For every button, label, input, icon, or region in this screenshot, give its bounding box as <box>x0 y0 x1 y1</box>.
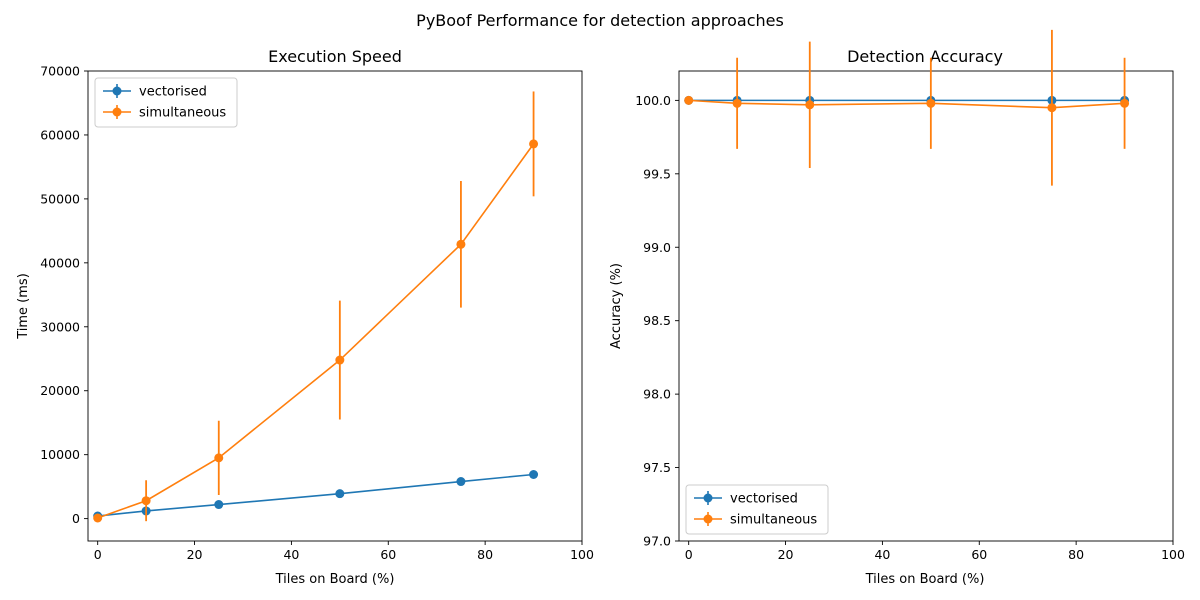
accuracy-simultaneous-line <box>688 99 1125 109</box>
accuracy-xtick-label: 40 <box>874 547 890 562</box>
speed-simultaneous-point <box>214 453 224 463</box>
accuracy-ytick-label: 99.0 <box>643 240 671 255</box>
speed-xtick-label: 80 <box>477 547 493 562</box>
accuracy-simultaneous-point <box>732 98 742 108</box>
speed-vectorised-point <box>214 500 224 510</box>
detection-accuracy-title: Detection Accuracy <box>847 47 1003 66</box>
speed-ytick-label: 30000 <box>40 319 80 334</box>
execution-speed-ylabel: Time (ms) <box>16 273 31 340</box>
speed-legend-simultaneous-marker <box>112 107 122 117</box>
speed-xtick-label: 0 <box>94 547 102 562</box>
speed-simultaneous-point <box>335 355 345 365</box>
accuracy-ytick-label: 99.5 <box>643 166 671 181</box>
speed-vectorised-point <box>529 469 539 479</box>
speed-xtick-label: 60 <box>380 547 396 562</box>
accuracy-ytick-label: 98.5 <box>643 313 671 328</box>
accuracy-simultaneous-point <box>926 98 936 108</box>
speed-vectorised-point <box>335 489 345 499</box>
speed-xtick-label: 20 <box>187 547 203 562</box>
accuracy-xtick-label: 60 <box>971 547 987 562</box>
execution-speed-xlabel: Tiles on Board (%) <box>275 572 395 587</box>
speed-xtick-label: 100 <box>570 547 594 562</box>
accuracy-legend-vectorised-label: vectorised <box>730 492 798 507</box>
detection-accuracy-xlabel: Tiles on Board (%) <box>865 572 985 587</box>
speed-legend-vectorised-label: vectorised <box>139 85 207 100</box>
accuracy-series-simultaneous <box>684 29 1130 186</box>
accuracy-xtick-label: 80 <box>1068 547 1084 562</box>
accuracy-xtick-label: 100 <box>1161 547 1185 562</box>
accuracy-legend: vectorised simultaneous <box>685 484 829 535</box>
accuracy-ytick-label: 97.0 <box>643 534 671 549</box>
accuracy-axes-frame <box>678 70 1174 542</box>
speed-legend-simultaneous-label: simultaneous <box>139 106 226 121</box>
accuracy-legend-simultaneous-label: simultaneous <box>730 513 817 528</box>
figure-suptitle: PyBoof Performance for detection approac… <box>416 11 784 30</box>
speed-simultaneous-point <box>529 139 539 149</box>
speed-legend: vectorised simultaneous <box>94 77 238 128</box>
speed-series-simultaneous <box>93 91 539 523</box>
speed-ytick-label: 40000 <box>40 255 80 270</box>
speed-vectorised-line <box>97 473 534 517</box>
execution-speed-title: Execution Speed <box>268 47 402 66</box>
speed-legend-vectorised-marker <box>112 86 122 96</box>
speed-ytick-label: 50000 <box>40 191 80 206</box>
accuracy-ytick-label: 100.0 <box>635 93 671 108</box>
speed-ytick-label: 10000 <box>40 447 80 462</box>
speed-vectorised-point <box>456 477 466 487</box>
speed-axes-frame <box>87 70 583 542</box>
speed-series-vectorised <box>93 469 539 521</box>
speed-ytick-label: 70000 <box>40 64 80 79</box>
accuracy-xtick-label: 0 <box>685 547 693 562</box>
speed-ytick-label: 60000 <box>40 127 80 142</box>
speed-simultaneous-point <box>93 513 103 523</box>
execution-speed-panel: Execution Speed Tiles on Board (%) Time … <box>16 47 594 587</box>
speed-simultaneous-point <box>141 496 151 506</box>
accuracy-simultaneous-point <box>805 100 815 110</box>
accuracy-ytick-label: 98.0 <box>643 387 671 402</box>
accuracy-simultaneous-point <box>1047 103 1057 113</box>
accuracy-ytick-label: 97.5 <box>643 460 671 475</box>
detection-accuracy-panel: Detection Accuracy Tiles on Board (%) Ac… <box>609 29 1185 587</box>
speed-ytick-label: 20000 <box>40 383 80 398</box>
accuracy-legend-simultaneous-marker <box>703 514 713 524</box>
detection-accuracy-ylabel: Accuracy (%) <box>609 263 624 349</box>
accuracy-legend-vectorised-marker <box>703 493 713 503</box>
speed-ytick-label: 0 <box>72 511 80 526</box>
speed-simultaneous-point <box>456 239 466 249</box>
accuracy-simultaneous-point <box>1120 98 1130 108</box>
speed-xtick-label: 40 <box>283 547 299 562</box>
speed-simultaneous-line <box>97 143 535 519</box>
accuracy-simultaneous-point <box>684 95 694 105</box>
accuracy-xtick-label: 20 <box>778 547 794 562</box>
